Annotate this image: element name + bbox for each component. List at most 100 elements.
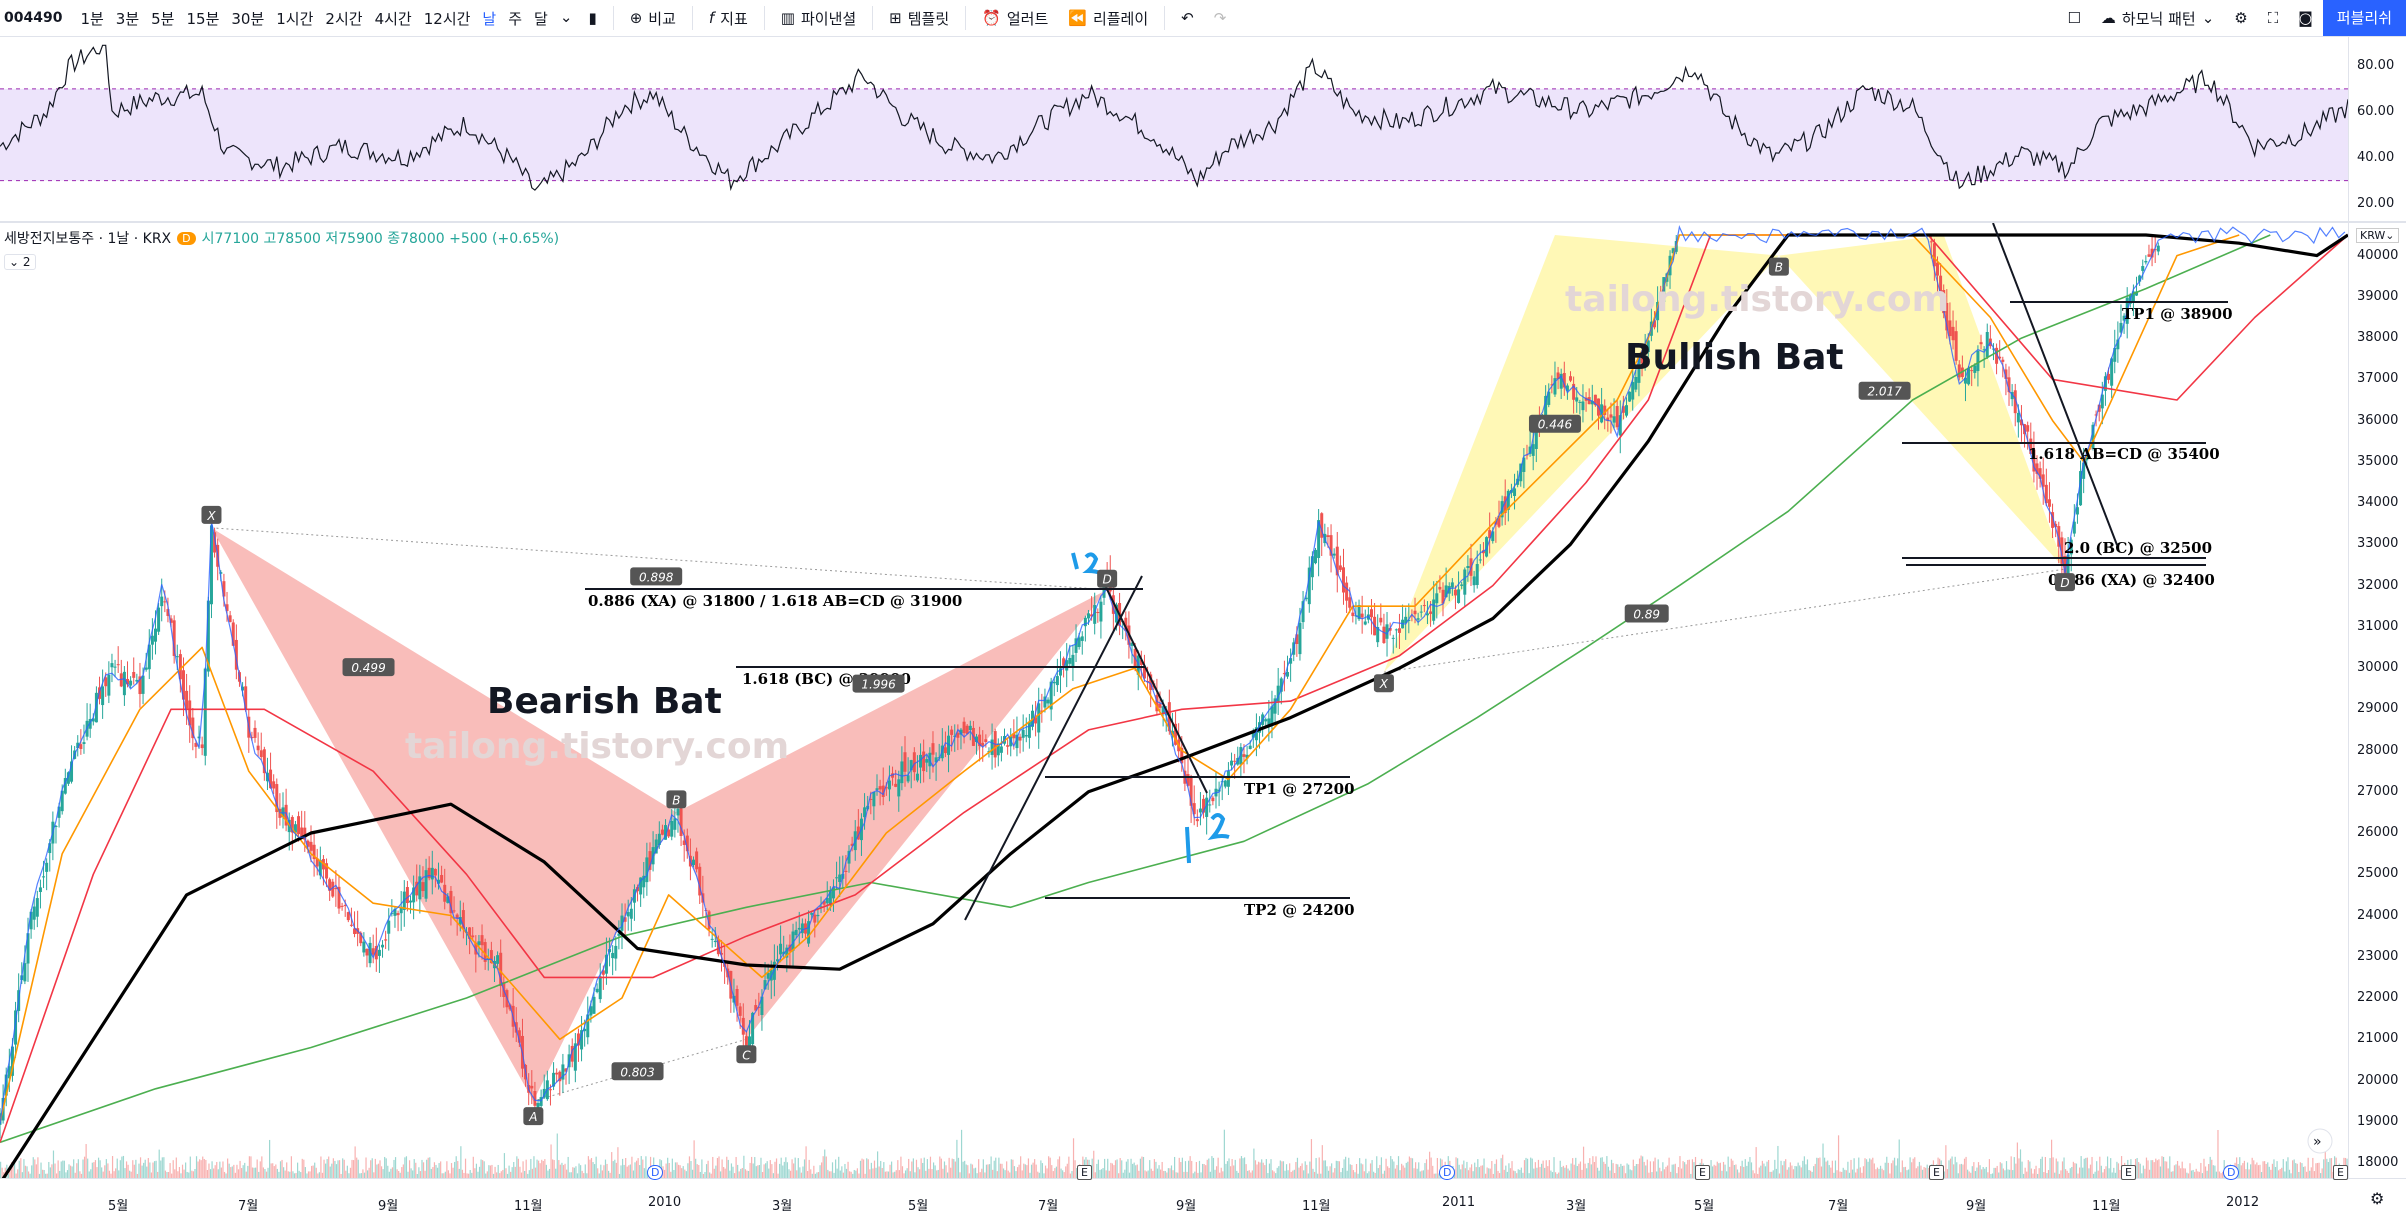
candle (626, 899, 630, 931)
volume-bar (1893, 1157, 1896, 1178)
trend-line[interactable] (1099, 574, 1208, 794)
earnings-marker[interactable]: E (1077, 1165, 1092, 1180)
volume-bar (545, 1164, 547, 1178)
candle (427, 856, 431, 881)
symbol-search[interactable]: 004490 (4, 10, 63, 26)
volume-bar (2166, 1161, 2168, 1178)
compare-button[interactable]: ⊕ 비교 (620, 8, 686, 29)
redo-button[interactable]: ↷ (1204, 9, 1237, 27)
bear-ratio-xab-text: 0.499 (351, 661, 385, 675)
candle-body (269, 769, 273, 789)
interval-7[interactable]: 4시간 (374, 9, 412, 28)
volume-bar (2113, 1167, 2115, 1178)
chart-type-button[interactable]: ▮ (578, 9, 606, 27)
volume-bar (1132, 1163, 1134, 1178)
templates-button[interactable]: ⊞ 템플릿 (879, 8, 959, 29)
candle-body (934, 757, 938, 763)
interval-3[interactable]: 15분 (186, 9, 220, 28)
dividend-marker[interactable]: D (2223, 1165, 2240, 1180)
rsi-pane[interactable] (0, 37, 2348, 221)
interval-4[interactable]: 30분 (231, 9, 265, 28)
indicator-collapse-button[interactable]: ⌄ 2 (4, 254, 36, 270)
volume-bar (1352, 1170, 1355, 1178)
candle-body (598, 976, 602, 1000)
volume-bar (1845, 1170, 1847, 1178)
candle-body (45, 862, 49, 872)
symbol-legend[interactable]: 세방전지보통주 · 1날 · KRX D 시77100 고78500 저7590… (4, 228, 559, 248)
alert-button[interactable]: ⏰ 얼러트 (972, 8, 1058, 29)
publish-button[interactable]: 퍼블리쉬 (2322, 0, 2406, 36)
undo-button[interactable]: ↶ (1171, 9, 1204, 27)
volume-bar (1749, 1157, 1751, 1178)
main-chart[interactable]: tailong.tistory.com tailong.tistory.com … (0, 223, 2348, 1178)
trend-line[interactable] (964, 575, 1143, 921)
volume-bar (1657, 1159, 1659, 1178)
volume-bar (2178, 1165, 2180, 1178)
harmonic-pattern-button[interactable]: ☁ 하모닉 패턴 ⌄ (2091, 8, 2224, 29)
candle-body (863, 807, 867, 818)
volume-bar (1332, 1172, 1334, 1178)
volume-bar (1013, 1166, 1016, 1178)
price-axis[interactable]: 40000 39000 38000 37000 36000 35000 34000 33000… (2348, 223, 2406, 1178)
candle (1995, 343, 1999, 375)
volume-bar (348, 1173, 350, 1178)
fullscreen-button[interactable]: ⛶ (2258, 9, 2289, 27)
candle (116, 646, 120, 673)
scroll-right-button[interactable] (2307, 1128, 2333, 1154)
currency-selector[interactable]: KRW⌄ (2356, 228, 2399, 243)
volume-bar (124, 1168, 126, 1178)
volume-bar (1786, 1169, 1788, 1178)
indicators-button[interactable]: f 지표 (699, 8, 758, 29)
replay-button[interactable]: ⏪ 리플레이 (1058, 8, 1158, 29)
rsi-tick-label: 80.00 (2357, 57, 2395, 73)
earnings-marker[interactable]: E (1695, 1165, 1710, 1180)
volume-bar (1982, 1167, 1984, 1178)
interval-5[interactable]: 1시간 (276, 9, 314, 28)
interval-9[interactable]: 날 (482, 9, 497, 28)
layout-button[interactable]: ☐ (2057, 9, 2090, 27)
interval-6[interactable]: 2시간 (325, 9, 363, 28)
volume-bar (2254, 1164, 2256, 1178)
dividend-marker[interactable]: D (1439, 1165, 1456, 1180)
time-axis[interactable]: ⚙ 5월 7월 9월 11월 2010 3월 5월 7월 9월 11월 2011 3월 5월 7월 9월 11… (0, 1165, 2406, 1219)
candle-body (1998, 356, 2002, 359)
pane-divider[interactable] (0, 221, 2406, 223)
financials-button[interactable]: ▥ 파이낸셜 (771, 8, 866, 29)
candle-body (2085, 455, 2089, 461)
volume-bar (143, 1162, 145, 1178)
volume-bar (539, 1163, 541, 1178)
time-tick-label: 2012 (2226, 1195, 2260, 1210)
volume-bar (1844, 1169, 1846, 1178)
volume-bar (897, 1160, 899, 1178)
interval-0[interactable]: 1분 (80, 9, 104, 28)
interval-11[interactable]: 달 (534, 9, 548, 28)
interval-dropdown-icon[interactable]: ⌄ (559, 7, 573, 26)
volume-bar (287, 1171, 289, 1178)
dividend-marker[interactable]: D (647, 1165, 664, 1180)
trend-line[interactable] (1992, 223, 2118, 546)
candle (1189, 774, 1193, 823)
volume-bar (926, 1159, 928, 1178)
interval-2[interactable]: 5분 (151, 9, 175, 28)
volume-bar (1561, 1167, 1563, 1178)
rsi-axis[interactable]: 80.00 60.00 40.00 20.00 (2348, 37, 2406, 221)
volume-bar (429, 1157, 431, 1178)
interval-10[interactable]: 주 (508, 9, 523, 28)
earnings-marker[interactable]: E (2121, 1165, 2136, 1180)
volume-bar (37, 1157, 39, 1178)
volume-bar (2015, 1163, 2017, 1178)
settings-button[interactable]: ⚙ (2224, 9, 2257, 27)
interval-1[interactable]: 3분 (115, 9, 140, 28)
volume-bar (984, 1172, 986, 1178)
volume-bar (635, 1160, 638, 1178)
candle (1628, 391, 1632, 402)
volume-bar (166, 1172, 168, 1178)
screenshot-button[interactable]: ◙ (2288, 9, 2323, 27)
settings-gear-icon[interactable]: ⚙ (2370, 1189, 2385, 1208)
interval-8[interactable]: 12시간 (423, 9, 471, 28)
earnings-marker[interactable]: E (1929, 1165, 1944, 1180)
volume-bar (1320, 1173, 1322, 1178)
volume-bar (1780, 1160, 1782, 1178)
earnings-marker[interactable]: E (2333, 1165, 2348, 1180)
candle-body (894, 783, 898, 787)
